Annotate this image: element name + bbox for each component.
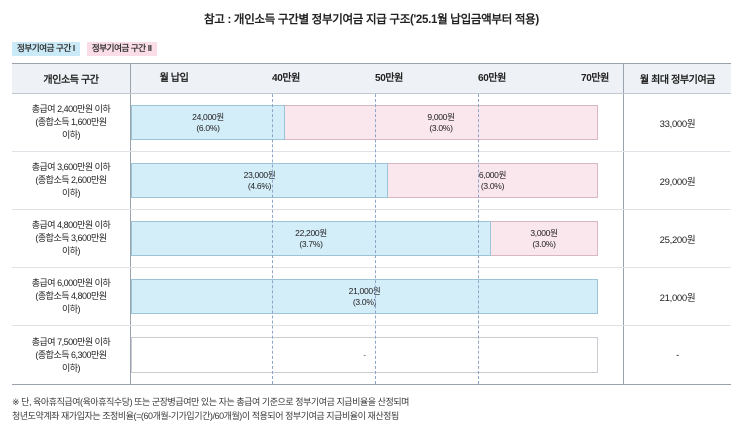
table-row: 총급여 4,800만원 이하 (종합소득 3,600만원 이하) 22,200원… (12, 210, 731, 268)
bar-segment-section-2: 9,000원 (3.0%) (285, 105, 598, 140)
axis-tick-500000: 50만원 (375, 73, 403, 84)
table-header-row: 개인소득 구간 월 납입 40만원 50만원 60만원 70만원 월 최대 정부… (12, 64, 731, 94)
chart-cell: 21,000원 (3.0%) (131, 268, 623, 325)
chart-cell: 22,200원 (3.7%) 3,000원 (3.0%) (131, 210, 623, 267)
bar-rate: (3.0%) (480, 180, 505, 191)
bar-rate: (6.0%) (196, 122, 220, 133)
column-header-income-bracket: 개인소득 구간 (12, 64, 131, 93)
income-bracket-line-3: 이하) (61, 304, 81, 314)
income-bracket-line-2: (종합소득 2,600만원 (35, 175, 107, 185)
income-bracket-line-3: 이하) (61, 362, 81, 373)
bar-rate: (3.0%) (429, 122, 453, 133)
bar-amount: 24,000원 (192, 111, 224, 122)
axis-tick-monthly-payment: 월 납입 (159, 73, 189, 84)
bar-track: - (131, 337, 623, 373)
bar-segment-section-1: 23,000원 (4.6%) (131, 163, 388, 198)
table-row: 총급여 2,400만원 이하 (종합소득 1,600만원 이하) 24,000원… (12, 94, 731, 152)
bar-amount: 6,000원 (478, 169, 507, 180)
axis-tick-700000: 70만원 (581, 73, 609, 84)
max-contribution-cell: 29,000원 (623, 152, 731, 209)
bar-track: 22,200원 (3.7%) 3,000원 (3.0%) (131, 221, 623, 256)
bar-rate: (3.0%) (352, 296, 377, 307)
footnote-line-1: ※ 단, 육아휴직급여(육아휴직수당) 또는 군장병급여만 있는 자는 총급여 … (12, 397, 409, 407)
bar-amount: 9,000원 (427, 111, 455, 122)
bar-amount: - (363, 349, 366, 360)
income-bracket-line-3: 이하) (61, 188, 81, 198)
income-bracket-line-1: 총급여 6,000만원 이하 (31, 278, 111, 288)
chart-cell: 24,000원 (6.0%) 9,000원 (3.0%) (131, 94, 623, 151)
bar-segment-section-1: 22,200원 (3.7%) (131, 221, 491, 256)
income-bracket-cell: 총급여 6,000만원 이하 (종합소득 4,800만원 이하) (12, 268, 131, 325)
income-bracket-line-2: (종합소득 1,600만원 (35, 117, 107, 127)
max-contribution-cell: 21,000원 (623, 268, 731, 325)
income-bracket-cell: 총급여 3,600만원 이하 (종합소득 2,600만원 이하) (12, 152, 131, 209)
bar-track: 23,000원 (4.6%) 6,000원 (3.0%) (131, 163, 623, 198)
income-bracket-line-1: 총급여 3,600만원 이하 (31, 162, 111, 172)
max-contribution-cell: 33,000원 (623, 94, 731, 151)
table-row: 총급여 7,500만원 이하 (종합소득 6,300만원 이하) - - (12, 326, 731, 384)
axis-tick-400000: 40만원 (272, 73, 300, 84)
bar-segment-section-2: 6,000원 (3.0%) (388, 163, 598, 198)
footnote: ※ 단, 육아휴직급여(육아휴직수당) 또는 군장병급여만 있는 자는 총급여 … (12, 395, 731, 423)
income-bracket-line-3: 이하) (61, 246, 81, 256)
chart-cell: 23,000원 (4.6%) 6,000원 (3.0%) (131, 152, 623, 209)
income-bracket-line-2: (종합소득 3,600만원 (35, 233, 107, 243)
income-bracket-cell: 총급여 4,800만원 이하 (종합소득 3,600만원 이하) (12, 210, 131, 267)
bar-rate: (3.0%) (532, 238, 556, 249)
bar-segment-section-2: 3,000원 (3.0%) (491, 221, 598, 256)
table-body: 총급여 2,400만원 이하 (종합소득 1,600만원 이하) 24,000원… (12, 94, 731, 384)
bar-amount: 21,000원 (348, 285, 381, 296)
income-bracket-line-1: 총급여 7,500만원 이하 (31, 336, 111, 347)
income-bracket-line-3: 이하) (61, 130, 81, 140)
chart-cell: - (131, 326, 623, 384)
bar-segment-section-1: 21,000원 (3.0%) (131, 279, 598, 314)
income-bracket-line-2: (종합소득 4,800만원 (35, 291, 107, 301)
income-bracket-cell: 총급여 2,400만원 이하 (종합소득 1,600만원 이하) (12, 94, 131, 151)
bar-track: 24,000원 (6.0%) 9,000원 (3.0%) (131, 105, 623, 140)
page-title: 참고 : 개인소득 구간별 정부기여금 지급 구조('25.1월 납입금액부터 … (204, 14, 539, 26)
bar-amount: 3,000원 (530, 227, 558, 238)
income-bracket-cell: 총급여 7,500만원 이하 (종합소득 6,300만원 이하) (12, 326, 131, 384)
legend-item-section-1: 정부기여금 구간 I (12, 42, 80, 56)
column-header-max-contribution: 월 최대 정부기여금 (623, 64, 731, 93)
table-row: 총급여 3,600만원 이하 (종합소득 2,600만원 이하) 23,000원… (12, 152, 731, 210)
bar-rate: (4.6%) (247, 180, 272, 191)
column-header-axis: 월 납입 40만원 50만원 60만원 70만원 (131, 64, 623, 93)
income-bracket-line-1: 총급여 4,800만원 이하 (31, 220, 111, 230)
bar-amount: 22,200원 (295, 227, 327, 238)
table-row: 총급여 6,000만원 이하 (종합소득 4,800만원 이하) 21,000원… (12, 268, 731, 326)
bar-segment-empty: - (131, 337, 598, 373)
legend-item-section-2: 정부기여금 구간 II (86, 42, 157, 56)
axis-tick-600000: 60만원 (478, 73, 506, 84)
footnote-line-2: 청년도약계좌 재가입자는 조정비율(=(60개월-기가입기간)/60개월)이 적… (12, 411, 399, 421)
max-contribution-cell: - (623, 326, 731, 384)
bar-rate: (3.7%) (299, 238, 323, 249)
bar-track: 21,000원 (3.0%) (131, 279, 623, 314)
bar-segment-section-1: 24,000원 (6.0%) (131, 105, 285, 140)
bar-amount: 23,000원 (243, 169, 276, 180)
income-bracket-line-1: 총급여 2,400만원 이하 (31, 104, 111, 114)
legend: 정부기여금 구간 I 정부기여금 구간 II (0, 42, 743, 56)
income-bracket-line-2: (종합소득 6,300만원 (35, 349, 107, 360)
contribution-table: 개인소득 구간 월 납입 40만원 50만원 60만원 70만원 월 최대 정부… (12, 63, 731, 385)
max-contribution-cell: 25,200원 (623, 210, 731, 267)
